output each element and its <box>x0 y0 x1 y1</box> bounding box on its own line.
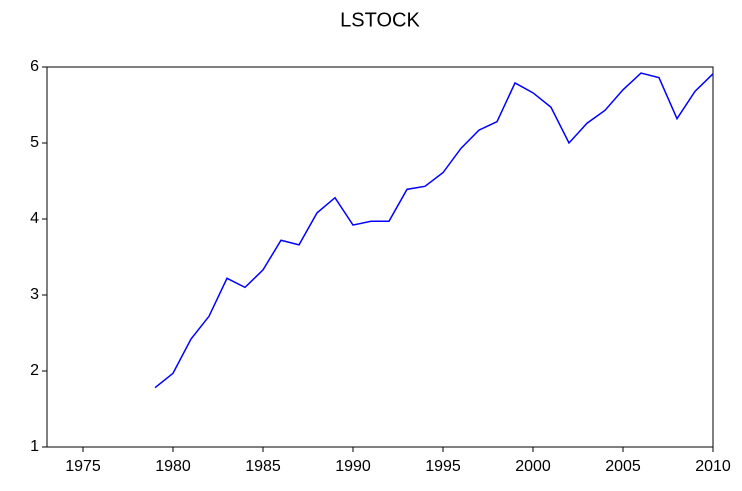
x-tick-label: 1985 <box>245 458 281 475</box>
y-tick-label: 6 <box>30 58 39 75</box>
y-tick-label: 2 <box>30 362 39 379</box>
line-series <box>154 72 714 389</box>
x-tick-label: 2010 <box>695 458 731 475</box>
y-tick-label: 4 <box>30 210 39 227</box>
y-tick-label: 1 <box>30 438 39 455</box>
y-tick-label: 5 <box>30 134 39 151</box>
x-tick-label: 2000 <box>515 458 551 475</box>
plot-frame <box>46 66 714 448</box>
x-tick-label: 1990 <box>335 458 371 475</box>
y-tick-label: 3 <box>30 286 39 303</box>
x-tick-label: 1980 <box>155 458 191 475</box>
x-tick-label: 1995 <box>425 458 461 475</box>
x-tick-label: 1975 <box>65 458 101 475</box>
x-tick-label: 2005 <box>605 458 641 475</box>
chart-title: LSTOCK <box>340 9 420 31</box>
